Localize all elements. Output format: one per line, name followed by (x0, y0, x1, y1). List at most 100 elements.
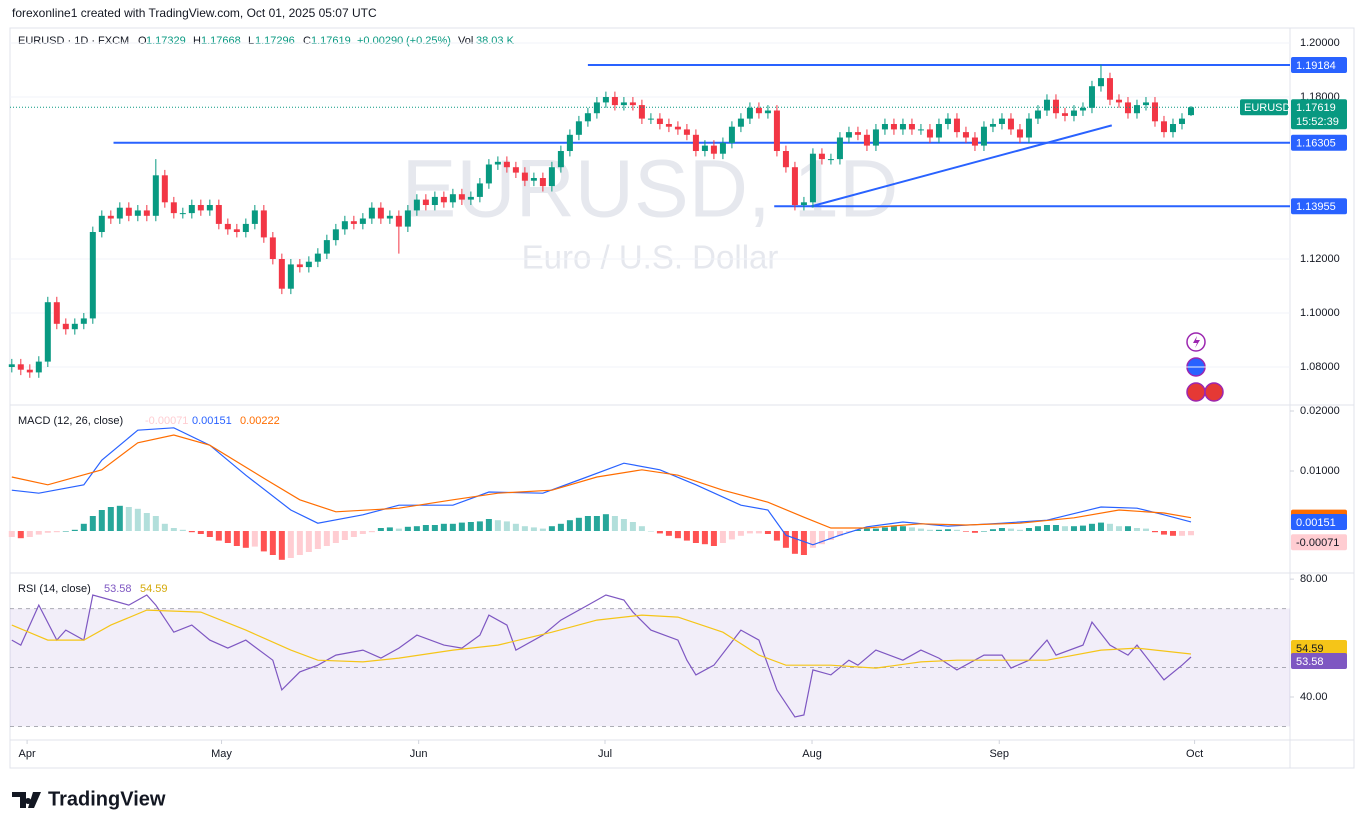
x-tick-label: Aug (802, 748, 822, 760)
candle-body (161, 175, 168, 203)
candle-body (548, 167, 555, 187)
histogram-bar (719, 531, 726, 543)
candle-body (422, 199, 429, 206)
candle-body (152, 175, 159, 216)
histogram-bar (890, 526, 897, 531)
histogram-bar (206, 531, 213, 537)
histogram-bar (224, 531, 231, 543)
candle-body (953, 118, 960, 133)
histogram-bar (161, 523, 168, 531)
candle-body (98, 215, 105, 233)
series-line (11, 609, 1192, 669)
histogram-bar (26, 531, 33, 537)
candle-body (287, 264, 294, 289)
histogram-bar (197, 531, 204, 534)
level-tag-bg (1291, 57, 1347, 74)
candle-body (971, 137, 978, 146)
candle-body (467, 196, 474, 200)
candle-body (926, 129, 933, 138)
histogram-bar (242, 531, 249, 548)
candle-body (1178, 118, 1185, 125)
histogram-bar (953, 529, 960, 531)
candle-body (593, 102, 600, 114)
candle-body (80, 318, 87, 324)
y-tick-label: 40.00 (1300, 691, 1328, 703)
histogram-bar (215, 531, 222, 541)
histogram-bar (17, 531, 24, 539)
histogram-bar (647, 531, 654, 532)
x-tick-label: May (211, 748, 232, 760)
candle-body (224, 223, 231, 230)
value-tag: 0.00151 (1296, 517, 1336, 529)
candle-body (1007, 118, 1014, 130)
candle-body (260, 210, 267, 238)
candle-body (557, 151, 564, 168)
candle-body (1088, 86, 1095, 108)
candle-body (125, 207, 132, 216)
volume: 38.03 K (476, 35, 515, 47)
histogram-bar (512, 523, 519, 531)
candle-body (575, 121, 582, 135)
candle-body (665, 124, 672, 127)
candle-body (584, 113, 591, 122)
candle-body (1016, 129, 1023, 138)
candle-body (530, 178, 537, 181)
event-icon (1204, 382, 1224, 402)
candle-body (359, 218, 366, 224)
candle-body (1187, 107, 1194, 116)
histogram-bar (44, 531, 51, 533)
candle-body (503, 161, 510, 168)
candle-body (602, 97, 609, 103)
histogram-bar (998, 528, 1005, 531)
y-tick-label: 1.10000 (1300, 307, 1340, 319)
candle-body (278, 259, 285, 289)
histogram-bar (917, 528, 924, 531)
candle-body (377, 207, 384, 219)
histogram-bar (791, 531, 798, 554)
ohlc-value: 1.17329 (146, 35, 186, 47)
candle-body (674, 126, 681, 130)
candle-body (998, 118, 1005, 125)
histogram-bar (539, 528, 546, 531)
histogram-bar (944, 529, 951, 531)
candle-body (89, 232, 96, 319)
histogram-bar (287, 531, 294, 558)
candle-body (620, 102, 627, 106)
candle-body (764, 110, 771, 114)
event-icon (1186, 382, 1206, 402)
histogram-bar (629, 522, 636, 531)
candle-body (890, 124, 897, 130)
candle-body (332, 229, 339, 241)
histogram-bar (107, 507, 114, 531)
histogram-bar (485, 519, 492, 531)
histogram-bar (692, 531, 699, 543)
histogram-bar (269, 531, 276, 555)
histogram-bar (989, 529, 996, 531)
histogram-bar (314, 531, 321, 549)
countdown: 15:52:39 (1296, 116, 1339, 128)
histogram-bar (296, 531, 303, 555)
histogram-bar (926, 529, 933, 531)
ohlc-value: 1.17668 (201, 35, 241, 47)
histogram-bar (800, 531, 807, 555)
histogram-bar (440, 523, 447, 531)
histogram-bar (737, 531, 744, 536)
volume-label: Vol (458, 35, 473, 47)
candle-body (692, 134, 699, 152)
candle-body (305, 261, 312, 268)
histogram-bar (863, 528, 870, 531)
candle-body (116, 207, 123, 219)
histogram-bar (1016, 529, 1023, 531)
candle-body (512, 167, 519, 173)
candle-body (710, 145, 717, 154)
histogram-bar (521, 526, 528, 531)
y-tick-label: 1.08000 (1300, 361, 1340, 373)
event-icons (1186, 332, 1224, 402)
candle-body (881, 124, 888, 130)
candle-body (917, 129, 924, 131)
candle-body (386, 215, 393, 219)
candle-body (341, 221, 348, 230)
candle-body (818, 153, 825, 160)
level-tag-bg (1291, 198, 1347, 215)
